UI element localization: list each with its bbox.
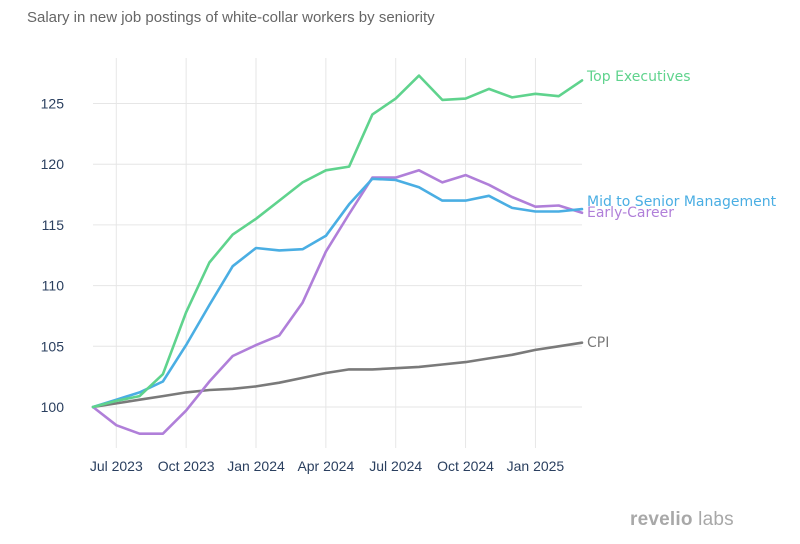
series-line-mid-to-senior-management bbox=[91, 177, 584, 409]
y-tick-label: 115 bbox=[42, 217, 65, 233]
brand-logo-part1: revelio bbox=[630, 509, 693, 530]
series-label-top-executives: Top Executives bbox=[586, 69, 691, 85]
series-line-top-executives bbox=[91, 74, 584, 409]
y-tick-label: 125 bbox=[41, 96, 65, 112]
y-tick-label: 100 bbox=[41, 399, 65, 415]
series-label-cpi: CPI bbox=[587, 335, 609, 351]
series-line-early-career bbox=[91, 169, 584, 435]
x-tick-label: Jan 2025 bbox=[507, 458, 565, 474]
y-tick-label: 110 bbox=[42, 278, 65, 294]
series-line-cpi bbox=[91, 341, 584, 409]
series-label-mid-to-senior-management: Mid to Senior Management bbox=[587, 194, 777, 210]
x-tick-label: Jan 2024 bbox=[227, 458, 285, 474]
x-tick-label: Oct 2023 bbox=[158, 458, 215, 474]
brand-logo-part2: labs bbox=[698, 509, 734, 530]
y-tick-label: 105 bbox=[41, 338, 65, 354]
x-tick-label: Oct 2024 bbox=[437, 458, 494, 474]
x-tick-label: Jul 2024 bbox=[369, 458, 422, 474]
series-label-early-career: Early-Career bbox=[587, 205, 674, 221]
brand-logo: revelio labs bbox=[630, 509, 734, 531]
x-tick-label: Jul 2023 bbox=[90, 458, 143, 474]
y-tick-label: 120 bbox=[41, 156, 65, 172]
x-tick-label: Apr 2024 bbox=[297, 458, 354, 474]
chart-title: Salary in new job postings of white-coll… bbox=[27, 9, 435, 26]
